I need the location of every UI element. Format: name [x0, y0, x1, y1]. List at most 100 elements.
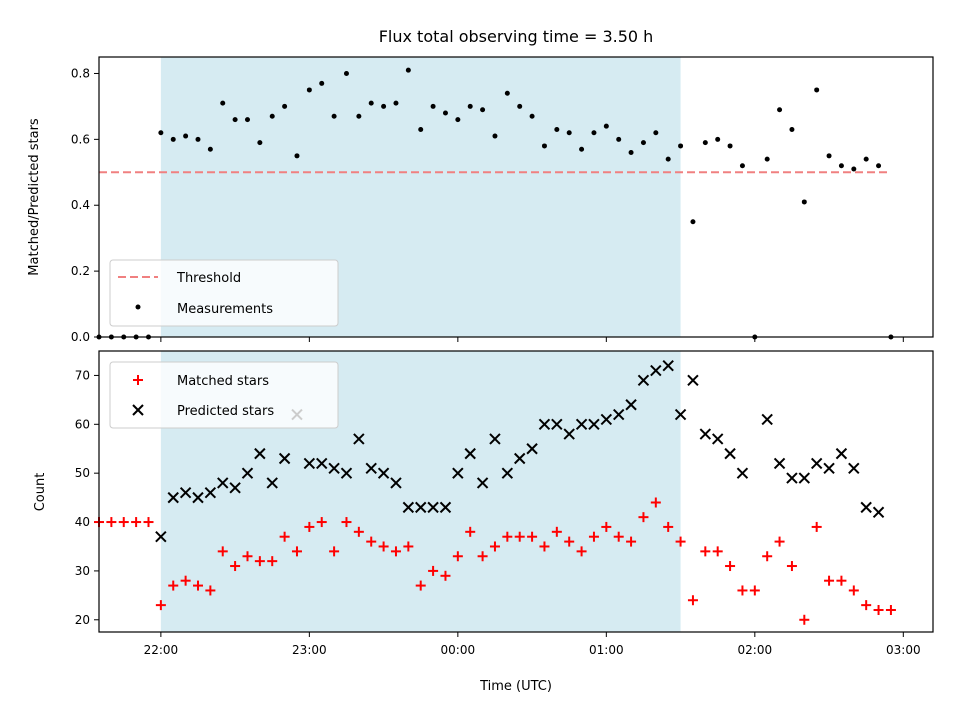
predicted-star-point: [798, 472, 811, 484]
measurement-point: [702, 140, 708, 146]
matched-star-point: [180, 575, 191, 586]
matched-star-point: [415, 580, 426, 591]
predicted-star-point: [464, 447, 476, 460]
matched-star-point: [465, 526, 476, 537]
measurement-point: [554, 126, 560, 132]
measurement-point: [529, 113, 535, 119]
predicted-star-point: [241, 467, 254, 479]
predicted-star-point: [179, 487, 192, 499]
measurement-point: [628, 150, 634, 156]
matched-star-point: [291, 546, 302, 557]
bottom-x-tick-label: 03:00: [886, 643, 921, 657]
predicted-star-point: [204, 487, 217, 499]
measurement-point: [541, 143, 547, 149]
measurement-point: [616, 136, 622, 142]
bottom-y-tick-label: 70: [75, 368, 90, 382]
measurement-point: [640, 140, 646, 146]
predicted-star-point: [489, 433, 501, 445]
measurement-point: [826, 153, 832, 159]
bottom-panel-frame: [98, 350, 934, 633]
bottom-legend-box: [109, 361, 339, 429]
matched-star-point: [118, 517, 129, 528]
predicted-star-point: [736, 467, 749, 479]
matched-star-point: [527, 531, 538, 542]
measurement-point: [343, 70, 349, 76]
predicted-star-point: [625, 399, 637, 411]
matched-star-point: [626, 536, 637, 547]
measurement-point: [220, 100, 226, 106]
predicted-star-point: [650, 364, 662, 377]
predicted-star-point: [254, 447, 266, 460]
bottom-x-tick-label: 22:00: [144, 643, 179, 657]
measurement-point: [579, 146, 585, 152]
matched-star-point: [440, 570, 451, 581]
predicted-star-point: [637, 374, 650, 387]
predicted-star-point: [377, 467, 390, 479]
matched-star-point: [861, 600, 872, 611]
matched-star-point: [650, 497, 661, 508]
measurement-point: [294, 153, 300, 159]
bottom-x-tick-label: 23:00: [292, 643, 327, 657]
measurement-point: [195, 136, 201, 142]
measurement-point: [480, 107, 486, 113]
measurement-point: [492, 133, 498, 139]
measurement-point: [467, 103, 473, 109]
measurement-point: [183, 133, 189, 139]
measurement-point: [319, 80, 325, 86]
predicted-star-point: [439, 501, 452, 514]
predicted-star-point: [402, 501, 415, 514]
measurement-point: [653, 130, 659, 136]
measurement-point: [739, 163, 745, 169]
matched-star-point: [143, 517, 154, 528]
measurement-point: [331, 113, 337, 119]
matched-star-point: [403, 541, 414, 552]
predicted-star-point: [773, 457, 786, 470]
matched-star-point: [873, 605, 884, 616]
top-y-tick-label: 0.2: [71, 264, 90, 278]
top-y-tick-label: 0.0: [71, 330, 90, 344]
predicted-star-point: [316, 457, 328, 470]
matched-star-point: [316, 517, 327, 528]
legend-matched-label: Matched stars: [177, 374, 269, 389]
matched-star-point: [687, 595, 698, 606]
bottom-y-axis: 20 30 40 50 60 70: [75, 368, 99, 627]
predicted-star-point: [551, 418, 563, 431]
legend-predicted-label: Predicted stars: [177, 404, 274, 419]
matched-stars-points: [94, 497, 896, 625]
matched-star-point: [514, 531, 525, 542]
predicted-star-point: [415, 501, 427, 514]
predicted-star-point: [390, 477, 402, 489]
measurement-point: [282, 103, 288, 109]
measurement-points: [96, 67, 894, 340]
predicted-star-point: [155, 530, 167, 543]
matched-star-point: [601, 521, 612, 532]
top-y-tick-label: 0.4: [71, 198, 90, 212]
matched-star-point: [613, 531, 624, 542]
matched-star-point: [230, 561, 241, 572]
bottom-x-tick-label: 01:00: [589, 643, 624, 657]
predicted-star-point: [266, 477, 278, 489]
predicted-star-point: [835, 447, 848, 460]
matched-star-point: [576, 546, 587, 557]
measurement-point: [306, 87, 312, 93]
measurement-point: [269, 113, 275, 119]
predicted-star-point: [699, 428, 712, 440]
legend-matched-swatch: [133, 375, 143, 385]
measurement-point: [158, 130, 164, 136]
top-legend-box: [109, 259, 339, 327]
predicted-star-point: [724, 447, 736, 460]
top-y-axis: 0.0 0.2 0.4 0.6 0.8: [71, 66, 99, 344]
top-legend: Threshold Measurements: [109, 259, 339, 327]
predicted-star-point: [501, 467, 514, 479]
matched-star-point: [712, 546, 723, 557]
matched-star-point: [848, 585, 859, 596]
bottom-y-tick-label: 20: [75, 613, 90, 627]
matched-star-point: [279, 531, 290, 542]
predicted-star-point: [328, 462, 340, 474]
matched-star-point: [155, 600, 166, 611]
top-panel: 0.00.20.40.60.8 Matched/Predicted stars …: [27, 56, 934, 344]
predicted-star-point: [810, 457, 823, 470]
matched-star-point: [267, 556, 278, 567]
measurement-point: [381, 103, 387, 109]
